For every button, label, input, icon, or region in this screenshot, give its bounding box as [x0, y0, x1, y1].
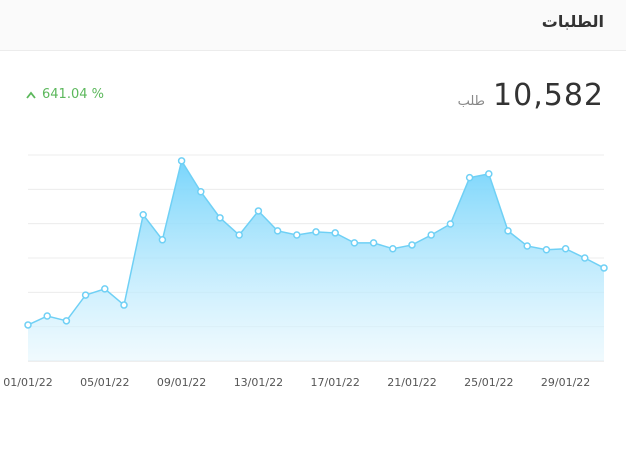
point: [523, 242, 531, 250]
x-tick-label: 05/01/22: [80, 376, 129, 389]
stat-unit: طلب: [457, 94, 486, 109]
point: [389, 244, 397, 253]
point: [273, 227, 282, 235]
area: [28, 160, 604, 361]
point: [24, 321, 32, 329]
point: [369, 239, 378, 247]
point: [581, 254, 589, 262]
point: [158, 236, 167, 244]
point: [293, 231, 301, 239]
stat-value: 10,582: [493, 78, 604, 113]
stat: طلب 10,582: [458, 78, 604, 113]
point: [465, 173, 474, 182]
point: [43, 312, 51, 320]
x-tick-label: 21/01/22: [387, 376, 436, 389]
point: [331, 229, 339, 237]
point: [600, 264, 608, 272]
point: [120, 301, 128, 309]
point: [427, 231, 435, 239]
x-tick-label: 29/01/22: [541, 376, 590, 389]
x-tick-label: 01/01/22: [3, 376, 52, 389]
card-header: الطلبات: [0, 0, 626, 51]
point: [139, 210, 147, 219]
card-title: الطلبات: [541, 12, 604, 31]
point: [542, 246, 551, 254]
point: [312, 228, 320, 236]
point: [62, 317, 71, 325]
point: [408, 241, 416, 249]
x-tick-label: 25/01/22: [464, 376, 513, 389]
up-chevron: [26, 91, 36, 99]
x-tick-label: 17/01/22: [310, 376, 359, 389]
point: [254, 207, 263, 215]
point: [504, 227, 512, 235]
point: [81, 291, 90, 299]
point: [235, 231, 243, 239]
point: [216, 214, 224, 222]
point: [350, 239, 359, 247]
change: 641.04 %: [26, 87, 104, 102]
change-value: 641.04 %: [42, 87, 104, 102]
point: [485, 170, 493, 178]
point: [197, 187, 205, 196]
x-tick-label: 13/01/22: [234, 376, 283, 389]
point: [561, 244, 570, 253]
point: [101, 285, 109, 293]
x-tick-label: 09/01/22: [157, 376, 206, 389]
point: [446, 220, 455, 228]
point: [177, 157, 186, 165]
